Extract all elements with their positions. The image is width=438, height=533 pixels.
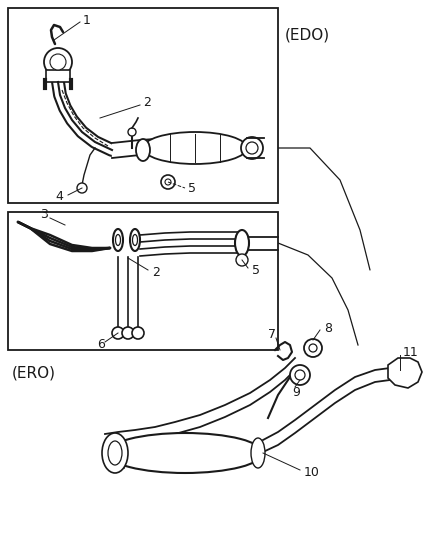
Circle shape (165, 179, 171, 185)
Text: (ERO): (ERO) (12, 365, 56, 380)
Circle shape (122, 327, 134, 339)
Ellipse shape (130, 229, 140, 251)
Circle shape (50, 54, 66, 70)
Ellipse shape (136, 139, 150, 161)
Text: 2: 2 (152, 265, 160, 279)
Ellipse shape (116, 235, 120, 246)
Text: 1: 1 (83, 13, 91, 27)
Circle shape (128, 128, 136, 136)
Circle shape (161, 175, 175, 189)
Ellipse shape (133, 235, 138, 246)
Text: 3: 3 (40, 208, 48, 222)
Circle shape (132, 327, 144, 339)
Text: 5: 5 (252, 263, 260, 277)
Ellipse shape (102, 433, 128, 473)
Ellipse shape (107, 433, 263, 473)
Ellipse shape (108, 441, 122, 465)
Bar (8, 8, 278, 203)
Circle shape (112, 327, 124, 339)
Ellipse shape (241, 137, 263, 159)
Circle shape (44, 48, 72, 76)
Circle shape (77, 183, 87, 193)
Circle shape (290, 365, 310, 385)
Circle shape (304, 339, 322, 357)
Text: 7: 7 (268, 327, 276, 341)
Ellipse shape (235, 230, 249, 256)
Text: 4: 4 (55, 190, 63, 203)
Circle shape (295, 370, 305, 380)
Ellipse shape (113, 229, 123, 251)
Text: (EDO): (EDO) (285, 28, 330, 43)
Ellipse shape (251, 438, 265, 468)
Text: 8: 8 (324, 321, 332, 335)
Circle shape (236, 254, 248, 266)
Text: 11: 11 (403, 345, 419, 359)
Ellipse shape (143, 132, 247, 164)
Polygon shape (388, 358, 422, 388)
Ellipse shape (246, 142, 258, 154)
Text: 9: 9 (292, 385, 300, 399)
Text: 2: 2 (143, 96, 151, 109)
Circle shape (309, 344, 317, 352)
Text: 6: 6 (97, 337, 105, 351)
Bar (8, 212, 278, 350)
Bar (46, 70, 70, 82)
Text: 5: 5 (188, 182, 196, 196)
Text: 10: 10 (304, 465, 320, 479)
